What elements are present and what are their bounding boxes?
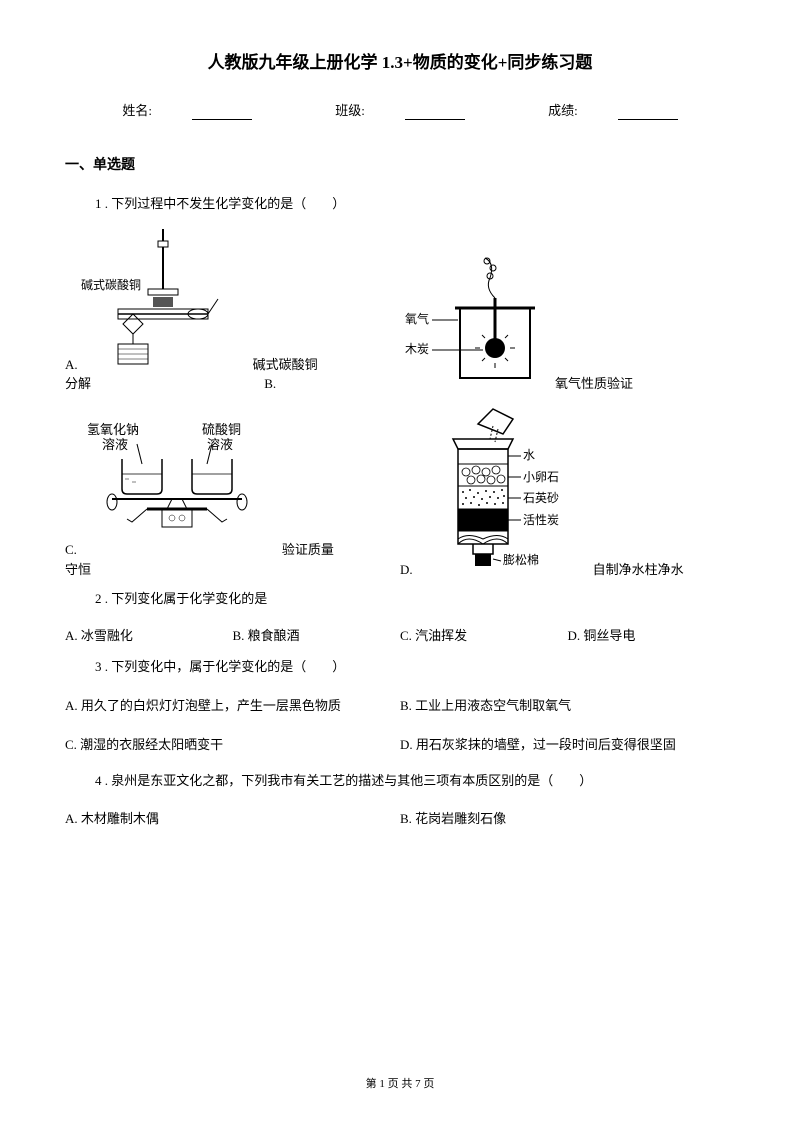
- class-label: 班级:: [335, 103, 365, 118]
- q1-d-text: 自制净水柱净水: [593, 560, 684, 580]
- class-blank: [405, 119, 465, 120]
- question-1: 1 . 下列过程中不发生化学变化的是（ ）: [65, 194, 735, 214]
- svg-text:氢氧化钠: 氢氧化钠: [87, 422, 139, 437]
- q4-text: 4 . 泉州是东亚文化之都，下列我市有关工艺的描述与其他三项有本质区别的是（ ）: [95, 771, 735, 791]
- q3-d: D. 用石灰浆抹的墙壁，过一段时间后变得很坚固: [400, 731, 735, 759]
- q1-a-text1: 碱式碳酸铜: [253, 355, 318, 375]
- q3-c: C. 潮湿的衣服经太阳晒变干: [65, 731, 400, 759]
- q1-text: 1 . 下列过程中不发生化学变化的是（ ）: [95, 194, 735, 214]
- student-info-line: 姓名: 班级: 成绩:: [65, 101, 735, 121]
- question-3: 3 . 下列变化中，属于化学变化的是（ ）: [65, 657, 735, 677]
- svg-text:溶液: 溶液: [102, 437, 128, 452]
- page-footer: 第 1 页 共 7 页: [0, 1076, 800, 1093]
- q2-c: C. 汽油挥发: [400, 624, 568, 648]
- q3-text: 3 . 下列变化中，属于化学变化的是（ ）: [95, 657, 735, 677]
- page-title: 人教版九年级上册化学 1.3+物质的变化+同步练习题: [65, 50, 735, 76]
- name-label: 姓名:: [122, 103, 152, 118]
- q3-b: B. 工业上用液态空气制取氧气: [400, 692, 735, 720]
- svg-text:水: 水: [523, 448, 535, 462]
- score-label: 成绩:: [548, 103, 578, 118]
- q1-b-label: B.: [264, 376, 276, 391]
- svg-text:石英砂: 石英砂: [523, 491, 559, 505]
- svg-text:活性炭: 活性炭: [523, 513, 559, 527]
- q1-c-text2: 守恒: [65, 562, 91, 577]
- diagram-d: 水 小卵石 石英砂 活性炭 膨松棉: [418, 404, 588, 580]
- q2-d: D. 铜丝导电: [568, 624, 736, 648]
- question-2: 2 . 下列变化属于化学变化的是: [65, 589, 735, 609]
- q2-b: B. 粮食酿酒: [233, 624, 401, 648]
- diagram-b: 氧气 木炭: [400, 248, 550, 394]
- q1-c-label: C.: [65, 540, 77, 560]
- q1-d-label: D.: [400, 560, 413, 580]
- q1-a-text2: 分解: [65, 376, 91, 391]
- q2-text: 2 . 下列变化属于化学变化的是: [95, 589, 735, 609]
- svg-text:氧气: 氧气: [405, 311, 429, 326]
- score-blank: [618, 119, 678, 120]
- q4-a: A. 木材雕制木偶: [65, 805, 400, 833]
- svg-text:小卵石: 小卵石: [523, 470, 559, 484]
- svg-text:膨松棉: 膨松棉: [503, 553, 539, 567]
- name-blank: [192, 119, 252, 120]
- q1-c-text1: 验证质量: [282, 540, 334, 560]
- q2-a: A. 冰雪融化: [65, 624, 233, 648]
- diag-a-label: 碱式碳酸铜: [81, 277, 141, 292]
- section-title: 一、单选题: [65, 155, 735, 176]
- q4-b: B. 花岗岩雕刻石像: [400, 805, 735, 833]
- svg-text:木炭: 木炭: [405, 342, 429, 356]
- q1-b-text: 氧气性质验证: [555, 374, 633, 394]
- q3-options: A. 用久了的白炽灯灯泡壁上，产生一层黑色物质 B. 工业上用液态空气制取氧气 …: [65, 692, 735, 759]
- q2-options: A. 冰雪融化 B. 粮食酿酒 C. 汽油挥发 D. 铜丝导电: [65, 624, 735, 648]
- q4-options: A. 木材雕制木偶 B. 花岗岩雕刻石像: [65, 805, 735, 833]
- q3-a: A. 用久了的白炽灯灯泡壁上，产生一层黑色物质: [65, 692, 400, 720]
- q1-a-label: A.: [65, 355, 78, 375]
- svg-text:硫酸铜: 硫酸铜: [202, 422, 241, 437]
- diagram-a: 碱式碳酸铜: [78, 229, 248, 375]
- diagram-c: 氢氧化钠 溶液 硫酸铜 溶液: [77, 414, 277, 560]
- question-4: 4 . 泉州是东亚文化之都，下列我市有关工艺的描述与其他三项有本质区别的是（ ）: [65, 771, 735, 791]
